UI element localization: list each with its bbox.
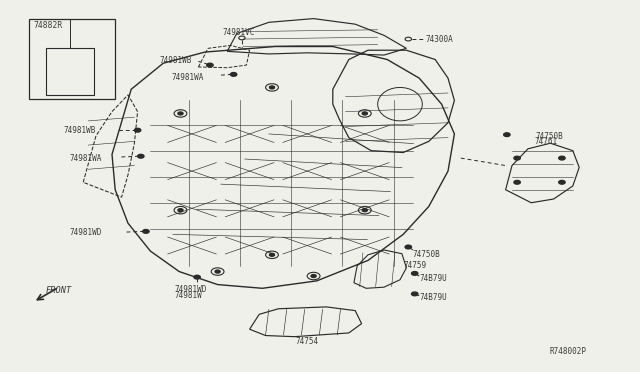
Text: 74981WA: 74981WA	[172, 73, 204, 81]
Circle shape	[143, 230, 149, 233]
Text: 74761: 74761	[534, 137, 557, 146]
Text: 74300A: 74300A	[426, 35, 453, 44]
Circle shape	[311, 275, 316, 278]
Circle shape	[269, 86, 275, 89]
Text: 74981WB: 74981WB	[160, 56, 193, 65]
Circle shape	[178, 209, 183, 212]
Circle shape	[514, 156, 520, 160]
Circle shape	[412, 292, 418, 296]
Text: 74981WD: 74981WD	[174, 285, 207, 294]
Text: 74981WD: 74981WD	[69, 228, 102, 237]
Text: R748002P: R748002P	[549, 347, 586, 356]
Text: 74882R: 74882R	[33, 21, 63, 30]
Text: 74754: 74754	[296, 337, 319, 346]
Bar	[46, 48, 94, 95]
Text: 74981WA: 74981WA	[69, 154, 102, 163]
Text: 74750B: 74750B	[535, 132, 563, 141]
Text: 74981WB: 74981WB	[64, 126, 97, 135]
Circle shape	[362, 209, 367, 212]
Text: 74981VC: 74981VC	[223, 28, 255, 37]
Text: FRONT: FRONT	[46, 286, 72, 295]
Circle shape	[178, 112, 183, 115]
Circle shape	[362, 112, 367, 115]
Circle shape	[230, 73, 237, 76]
Circle shape	[504, 133, 510, 137]
Circle shape	[269, 253, 275, 256]
Circle shape	[194, 275, 200, 279]
Text: 74759: 74759	[403, 261, 426, 270]
Text: 74981W: 74981W	[174, 291, 202, 300]
Bar	[29, 19, 115, 99]
Circle shape	[138, 154, 144, 158]
Text: 74B79U: 74B79U	[419, 294, 447, 302]
Text: 74750B: 74750B	[413, 250, 440, 259]
Circle shape	[514, 180, 520, 184]
Circle shape	[412, 272, 418, 275]
Circle shape	[207, 63, 213, 67]
Text: 74B79U: 74B79U	[419, 274, 447, 283]
Circle shape	[559, 180, 565, 184]
Circle shape	[559, 156, 565, 160]
Circle shape	[134, 128, 141, 132]
Circle shape	[215, 270, 220, 273]
Circle shape	[405, 245, 412, 249]
